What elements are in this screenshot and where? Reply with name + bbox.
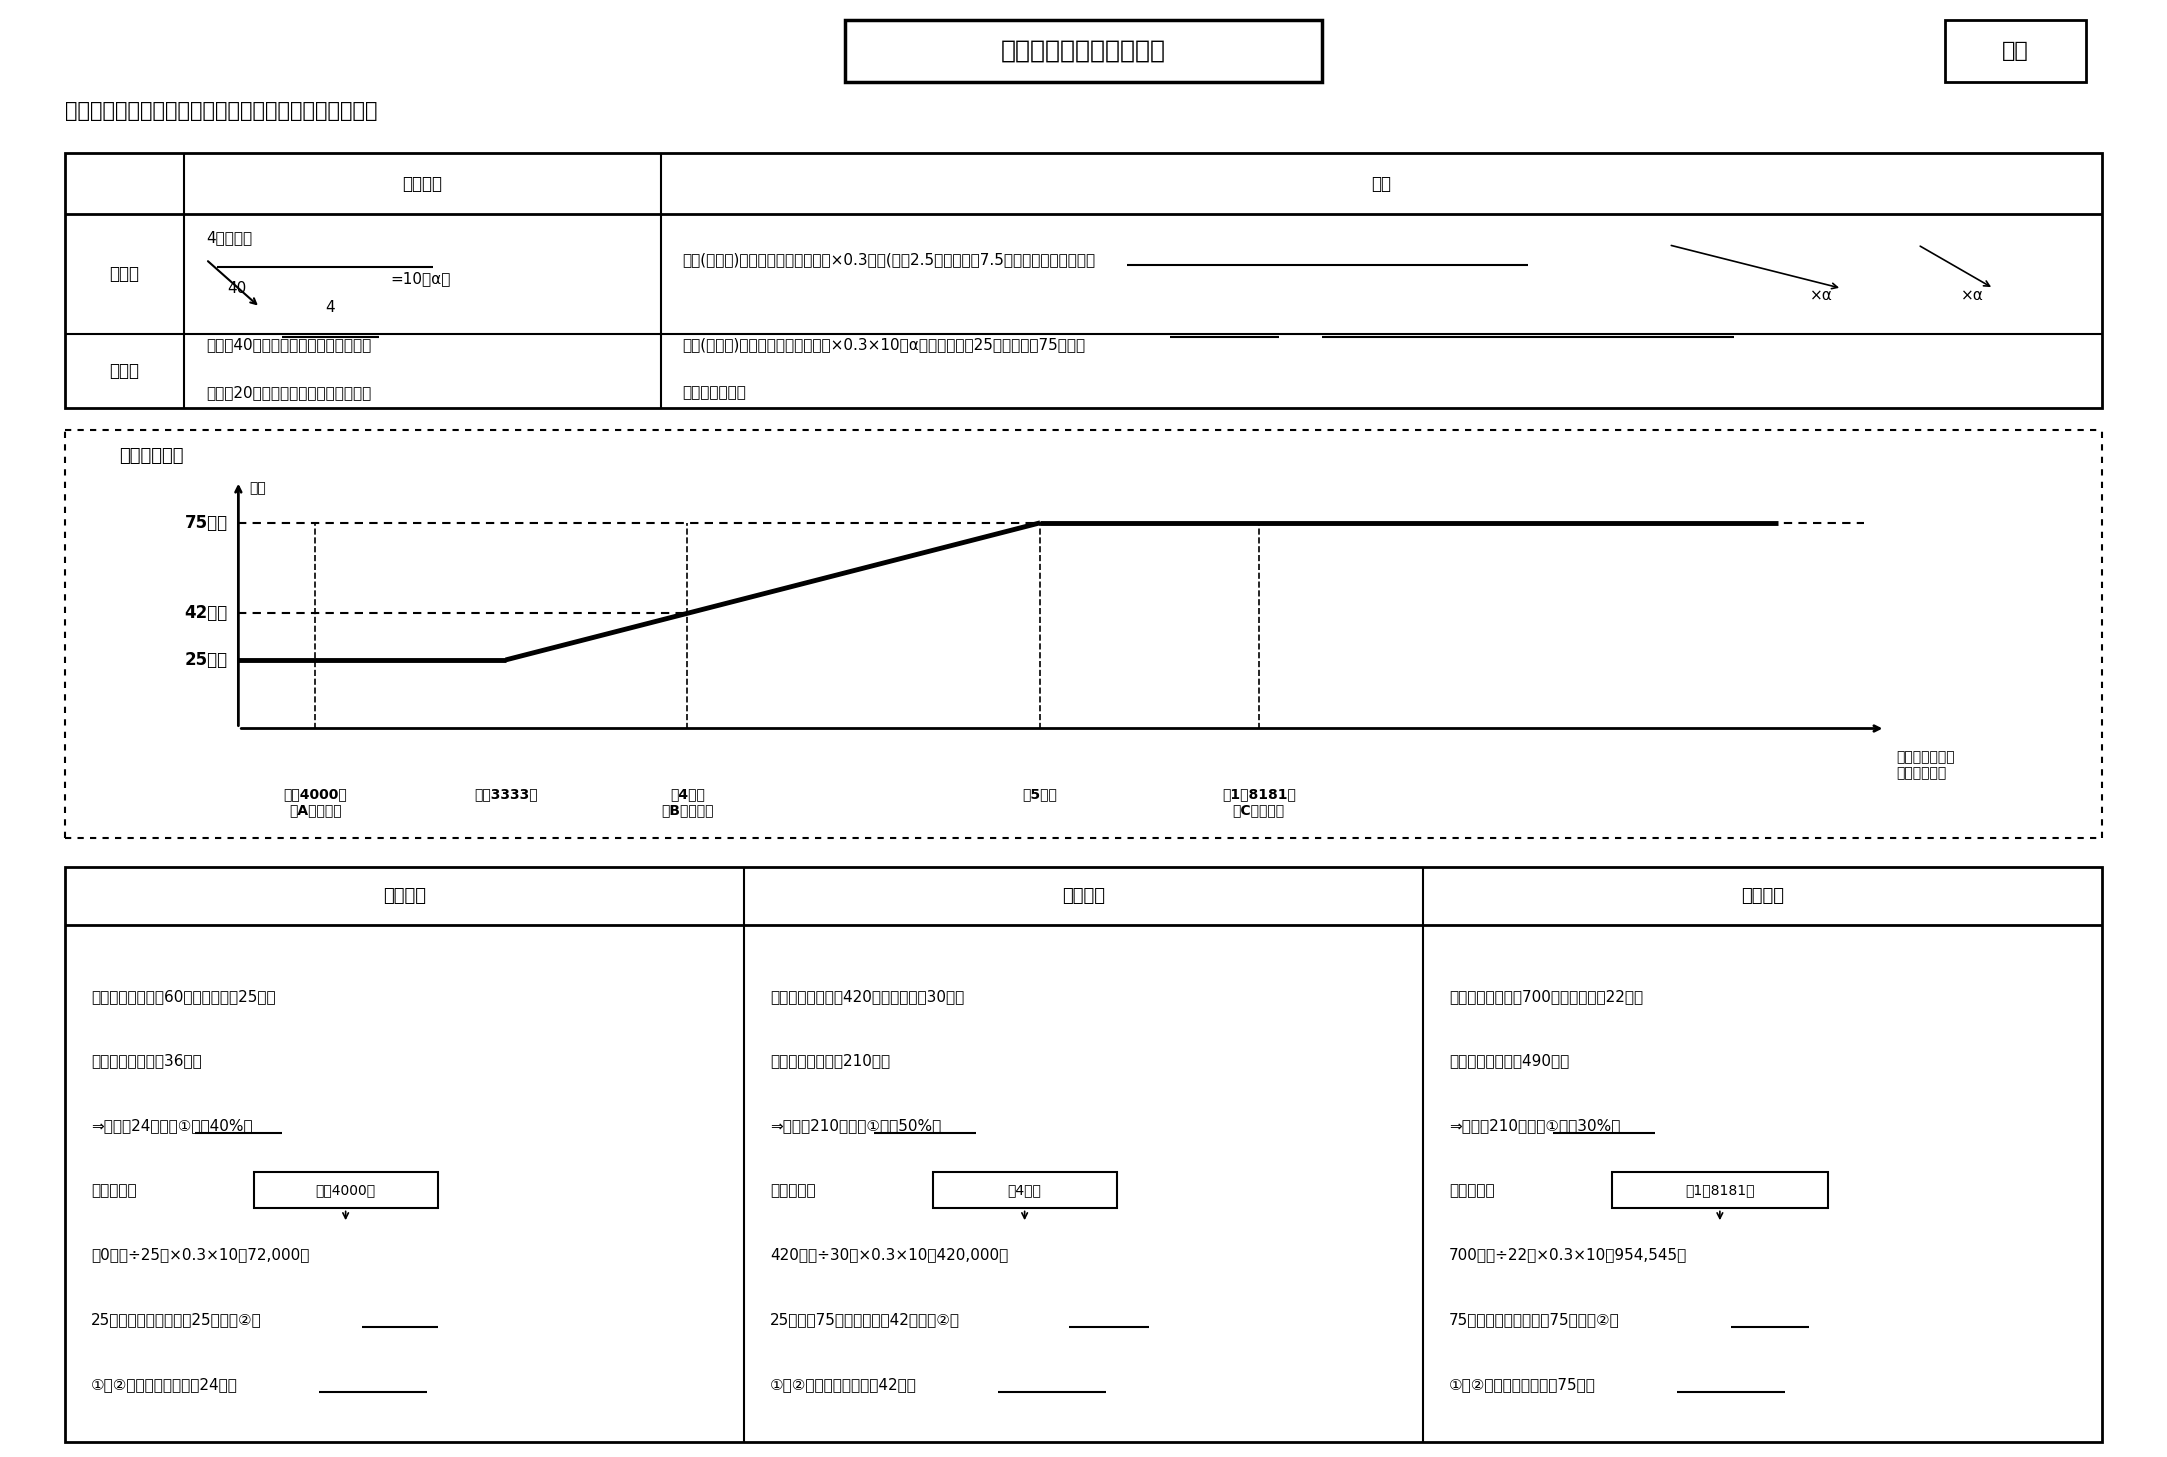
Text: 25万円～75万円なので、42万円（②）: 25万円～75万円なので、42万円（②） [769, 1313, 960, 1327]
Text: ⇒減少額210万円（①）、30%減: ⇒減少額210万円（①）、30%減 [1450, 1118, 1621, 1134]
Text: 給付上限額: 給付上限額 [1450, 1183, 1495, 1198]
Text: 個人　20万円／月（売上減少額以内）: 個人 20万円／月（売上減少額以内） [206, 385, 371, 401]
Text: 今回: 今回 [1372, 175, 1391, 192]
Bar [65, 153, 2102, 408]
Text: 75万円: 75万円 [184, 514, 228, 532]
Text: 25万円: 25万円 [184, 651, 228, 669]
Text: 4万円／日: 4万円／日 [206, 230, 251, 245]
Text: 規模別給付金のイメージ: 規模別給付金のイメージ [1001, 39, 1166, 63]
Text: 42万円: 42万円 [184, 605, 228, 622]
Text: Ｒ３．６月売上高36万円: Ｒ３．６月売上高36万円 [91, 1053, 202, 1068]
Text: ①＞②のため、給付額は42万円: ①＞②のため、給付額は42万円 [769, 1377, 917, 1391]
Text: ×α: ×α [1961, 288, 1985, 303]
Text: ×α: ×α [1809, 288, 1833, 303]
Text: 給付金: 給付金 [111, 361, 139, 380]
Text: ６0万円÷25日×0.3×10＝72,000円: ６0万円÷25日×0.3×10＝72,000円 [91, 1247, 310, 1262]
Text: １4万円: １4万円 [1008, 1183, 1042, 1198]
Text: 75万円を超えるので、75万円（②）: 75万円を超えるので、75万円（②） [1450, 1313, 1619, 1327]
Text: 前年(前々年)の１日当たりの売上高×0.3／日(下限2.5万円～上限7.5万円）（売上高方式）: 前年(前々年)の１日当たりの売上高×0.3／日(下限2.5万円～上限7.5万円）… [683, 252, 1097, 267]
Text: ⇒減少額210万円（①）、50%減: ⇒減少額210万円（①）、50%減 [769, 1118, 940, 1134]
Text: Ｒ３．６月売上高490万円: Ｒ３．６月売上高490万円 [1450, 1053, 1569, 1068]
Bar [932, 1171, 1116, 1208]
Text: 給付上限額: 給付上限額 [91, 1183, 137, 1198]
Text: ①＞②のため、給付額は75万円: ①＞②のため、給付額は75万円 [1450, 1377, 1595, 1391]
Text: 40: 40 [228, 281, 247, 296]
Text: １4万円
（Bケース）: １4万円 （Bケース） [661, 787, 713, 817]
Text: 給付金上限額: 給付金上限額 [119, 447, 184, 465]
Text: =10（α）: =10（α） [390, 271, 451, 286]
Bar [254, 1171, 438, 1208]
Text: 協力金: 協力金 [111, 265, 139, 283]
Bar [1946, 20, 2085, 82]
Text: Ｒ２．６月売上高60万円（営業日25日）: Ｒ２．６月売上高60万円（営業日25日） [91, 989, 275, 1004]
Text: ①＜②のため、給付額は24万円: ①＜②のため、給付額は24万円 [91, 1377, 238, 1391]
Text: ２万4000円: ２万4000円 [316, 1183, 375, 1198]
Text: 4: 4 [325, 300, 334, 315]
Text: 売上減少額以内: 売上減少額以内 [683, 385, 745, 401]
Text: ３1万8181円: ３1万8181円 [1686, 1183, 1755, 1198]
Text: Ｒ２．６月売上高420万円（営業日30日）: Ｒ２．６月売上高420万円（営業日30日） [769, 989, 964, 1004]
Text: Ｃケース: Ｃケース [1740, 887, 1783, 905]
Text: 法人　40万円／月（売上減少額以内）: 法人 40万円／月（売上減少額以内） [206, 337, 371, 353]
Text: ／月: ／月 [249, 481, 267, 495]
Text: 前年(前々年)の１日当たりの売上高×0.3×10（α）／月（下限25万円～上限75万円）: 前年(前々年)の１日当たりの売上高×0.3×10（α）／月（下限25万円～上限7… [683, 337, 1086, 353]
Text: 420万円÷30日×0.3×10＝420,000円: 420万円÷30日×0.3×10＝420,000円 [769, 1247, 1008, 1262]
Bar [65, 867, 2102, 1442]
Text: 前年（前々年）
の売上高／日: 前年（前々年） の売上高／日 [1896, 750, 1955, 779]
Text: ２5万円: ２5万円 [1023, 787, 1057, 801]
Text: 給付上限額: 給付上限額 [769, 1183, 815, 1198]
Text: ⇒減少額24万円（①）、40%減: ⇒減少額24万円（①）、40%減 [91, 1118, 254, 1134]
Bar [845, 20, 1322, 82]
Text: 今回導入した協力金の規模別の考え方を給付金にも導入: 今回導入した協力金の規模別の考え方を給付金にも導入 [65, 101, 377, 121]
Text: Ｂケース: Ｂケース [1062, 887, 1105, 905]
Text: 別紙: 別紙 [2002, 41, 2028, 61]
Text: 年末年始: 年末年始 [403, 175, 442, 192]
Bar [1612, 1171, 1829, 1208]
Text: Ｒ３．６月売上高210万円: Ｒ３．６月売上高210万円 [769, 1053, 891, 1068]
Text: ３1万8181円
（Cケース）: ３1万8181円 （Cケース） [1222, 787, 1296, 817]
Text: 700万円÷22日×0.3×10＝954,545円: 700万円÷22日×0.3×10＝954,545円 [1450, 1247, 1688, 1262]
Text: Ｒ２．６月売上高700万円（営業日22日）: Ｒ２．６月売上高700万円（営業日22日） [1450, 989, 1643, 1004]
Text: 25万円を下回るので、25万円（②）: 25万円を下回るので、25万円（②） [91, 1313, 262, 1327]
Text: ２万4000円
（Aケース）: ２万4000円 （Aケース） [284, 787, 347, 817]
Text: Ａケース: Ａケース [384, 887, 427, 905]
Text: ８万3333円: ８万3333円 [475, 787, 537, 801]
